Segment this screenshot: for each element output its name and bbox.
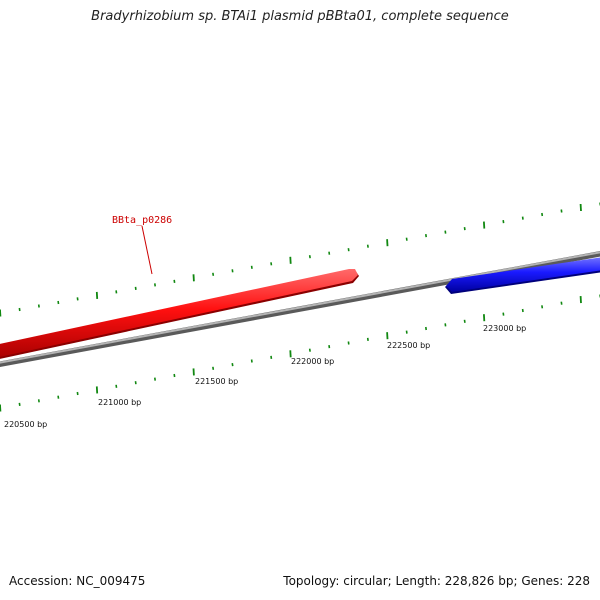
tick-label-223000: 223000 bp xyxy=(483,324,526,333)
tick-label-221500: 221500 bp xyxy=(195,377,238,386)
gene-label-group: BBta_p0286 xyxy=(112,215,172,275)
gene-reverse-blue[interactable] xyxy=(445,256,600,294)
tick-labels: 220500 bp 221000 bp 221500 bp 222000 bp … xyxy=(4,324,526,429)
tick-label-221000: 221000 bp xyxy=(98,398,141,407)
accession-text: Accession: NC_009475 xyxy=(9,574,146,588)
tick-label-220500: 220500 bp xyxy=(4,420,47,429)
tick-label-222500: 222500 bp xyxy=(387,341,430,350)
gene-bbta-p0286[interactable] xyxy=(0,269,359,361)
backbone-line xyxy=(0,251,600,367)
gene-label-leader xyxy=(141,225,153,275)
gene-label-bbta-p0286: BBta_p0286 xyxy=(112,215,172,226)
summary-text: Topology: circular; Length: 228,826 bp; … xyxy=(283,574,590,588)
inner-tick-ring xyxy=(0,294,600,412)
map-title: Bradyrhizobium sp. BTAi1 plasmid pBBta01… xyxy=(91,9,509,24)
tick-label-222000: 222000 bp xyxy=(291,357,334,366)
outer-tick-ring xyxy=(0,202,600,317)
